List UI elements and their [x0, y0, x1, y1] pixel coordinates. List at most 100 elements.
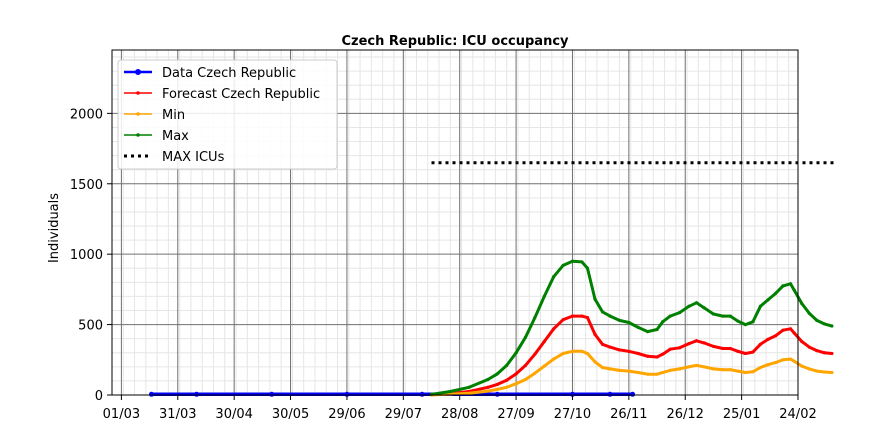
point-max: [608, 314, 612, 318]
point-data-czech-republic: [148, 391, 154, 397]
point-forecast-czech-republic: [561, 318, 565, 322]
point-forecast-czech-republic: [486, 385, 490, 389]
point-forecast-czech-republic: [830, 351, 834, 356]
point-forecast-czech-republic: [600, 342, 605, 346]
point-max: [677, 311, 682, 315]
legend-box: [117, 59, 338, 170]
point-data-czech-republic: [569, 391, 575, 397]
point-min: [687, 365, 691, 369]
point-forecast-czech-republic: [702, 341, 706, 345]
point-min: [600, 365, 605, 370]
point-max: [711, 312, 716, 316]
x-tick-label: 26/12: [666, 407, 703, 422]
point-max: [781, 284, 785, 288]
point-max: [668, 314, 672, 318]
point-forecast-czech-republic: [687, 342, 691, 346]
point-max: [617, 318, 622, 322]
point-max: [585, 266, 590, 270]
point-forecast-czech-republic: [505, 378, 509, 382]
point-forecast-czech-republic: [694, 339, 699, 343]
legend-marker-max: [136, 133, 140, 137]
legend-label-max: Max: [162, 129, 189, 144]
point-forecast-czech-republic: [677, 346, 682, 350]
point-min: [593, 360, 597, 364]
point-min: [608, 367, 612, 371]
point-min: [788, 357, 793, 361]
point-max: [830, 324, 834, 328]
point-min: [585, 351, 590, 356]
point-min: [655, 372, 659, 376]
point-forecast-czech-republic: [711, 344, 716, 349]
point-max: [561, 263, 565, 268]
point-min: [822, 370, 826, 374]
point-forecast-czech-republic: [781, 328, 785, 332]
point-min: [766, 363, 770, 367]
point-min: [570, 349, 575, 353]
point-max: [505, 363, 509, 368]
point-data-czech-republic: [194, 391, 200, 397]
point-forecast-czech-republic: [523, 363, 528, 368]
point-forecast-czech-republic: [743, 351, 747, 356]
chart-title: Czech Republic: ICU occupancy: [341, 34, 569, 49]
x-axis: 01/03 31/03 30/04 30/05 29/06 29/07 28/08 27/09…: [103, 395, 817, 422]
point-max: [580, 260, 584, 264]
point-min: [552, 357, 556, 361]
point-forecast-czech-republic: [552, 327, 556, 331]
x-tick-label: 24/02: [779, 407, 816, 422]
y-axis: 0 500 1000 1500 2000: [70, 107, 112, 404]
legend-marker-forecast-czech-republic: [136, 91, 140, 95]
point-forecast-czech-republic: [792, 331, 796, 335]
series-layer: [148, 161, 836, 397]
point-min: [533, 371, 537, 375]
point-min: [781, 358, 785, 362]
point-forecast-czech-republic: [514, 372, 518, 376]
point-forecast-czech-republic: [542, 339, 546, 344]
point-forecast-czech-republic: [593, 332, 597, 337]
point-max: [627, 320, 631, 325]
point-forecast-czech-republic: [570, 314, 575, 318]
point-data-czech-republic: [419, 391, 425, 397]
point-forecast-czech-republic: [636, 351, 640, 356]
point-min: [636, 370, 640, 375]
x-tick-label: 26/11: [610, 407, 647, 422]
point-forecast-czech-republic: [800, 339, 804, 344]
x-tick-label: 30/05: [272, 407, 309, 422]
point-min: [711, 367, 716, 371]
point-max: [636, 325, 640, 330]
point-min: [721, 368, 725, 372]
point-forecast-czech-republic: [822, 351, 826, 355]
x-tick-label: 27/10: [554, 407, 591, 422]
point-max: [448, 389, 452, 394]
point-min: [800, 364, 804, 368]
x-tick-label: 01/03: [103, 407, 140, 422]
point-max: [542, 294, 546, 299]
legend-label-min: Min: [162, 108, 185, 123]
legend-marker-data-czech-republic: [135, 69, 141, 75]
point-max: [687, 304, 691, 308]
point-max: [661, 320, 665, 324]
point-min: [495, 387, 499, 391]
y-axis-label: Individuals: [47, 193, 62, 263]
point-forecast-czech-republic: [766, 337, 770, 341]
point-max: [593, 297, 597, 301]
y-tick-label: 1000: [70, 248, 103, 263]
point-min: [773, 361, 778, 365]
legend-marker-min: [136, 112, 140, 116]
plot-frame: [111, 49, 799, 396]
series-line-min: [430, 349, 834, 397]
point-max: [743, 322, 747, 327]
point-max: [600, 310, 605, 314]
x-tick-label: 30/04: [215, 407, 252, 422]
point-max: [655, 327, 659, 332]
point-min: [830, 370, 834, 375]
point-max: [807, 311, 811, 315]
point-forecast-czech-republic: [788, 327, 793, 331]
point-max: [736, 319, 740, 323]
point-data-czech-republic: [269, 391, 275, 397]
point-min: [505, 385, 509, 389]
y-tick-label: 2000: [70, 107, 103, 122]
point-forecast-czech-republic: [807, 345, 811, 349]
point-min: [807, 367, 811, 371]
point-min: [694, 363, 699, 368]
